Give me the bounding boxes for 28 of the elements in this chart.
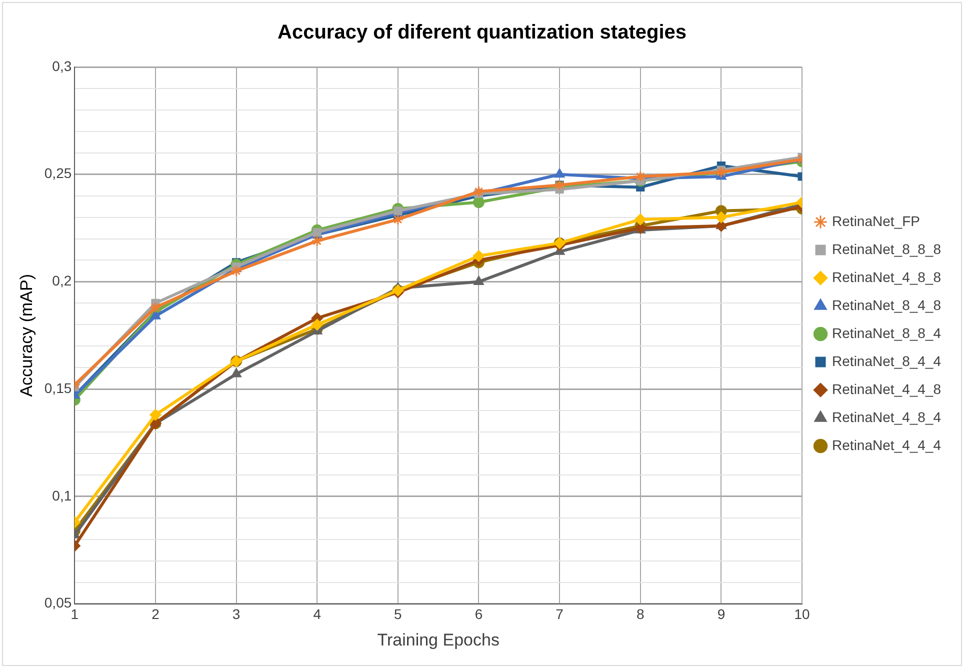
y-tick-label: 0,05 bbox=[44, 594, 72, 611]
x-tick-label: 8 bbox=[636, 606, 644, 622]
legend-label: RetinaNet_FP bbox=[832, 212, 920, 229]
legend-label: RetinaNet_8_8_4 bbox=[832, 324, 942, 341]
x-axis-title: Training Epochs bbox=[377, 630, 500, 650]
y-tick-label: 0,25 bbox=[44, 165, 72, 182]
legend-label: RetinaNet_4_8_4 bbox=[832, 408, 942, 425]
legend-label: RetinaNet_8_4_4 bbox=[832, 352, 942, 369]
x-tick-label: 9 bbox=[717, 606, 726, 622]
x-tick-label: 6 bbox=[474, 606, 483, 622]
x-tick-label: 5 bbox=[394, 606, 402, 622]
x-tick-label: 1 bbox=[70, 606, 79, 622]
x-tick-label: 2 bbox=[152, 606, 160, 622]
legend-label: RetinaNet_8_4_8 bbox=[832, 296, 942, 313]
y-axis-title: Accuracy (mAP) bbox=[16, 274, 36, 397]
legend-label: RetinaNet_4_4_8 bbox=[832, 380, 942, 397]
y-tick-label: 0,3 bbox=[52, 58, 72, 74]
x-tick-label: 3 bbox=[232, 606, 240, 622]
legend-label: RetinaNet_4_8_8 bbox=[832, 268, 942, 285]
legend-label: RetinaNet_4_4_4 bbox=[832, 436, 942, 453]
y-tick-label: 0,15 bbox=[44, 380, 72, 396]
y-tick-label: 0,2 bbox=[52, 272, 72, 289]
y-tick-label: 0,1 bbox=[52, 487, 72, 504]
x-tick-label: 10 bbox=[794, 606, 810, 622]
legend-label: RetinaNet_8_8_8 bbox=[832, 240, 942, 257]
x-tick-label: 7 bbox=[556, 606, 564, 622]
chart-title: Accuracy of diferent quantization stategies bbox=[278, 22, 686, 44]
x-tick-label: 4 bbox=[313, 606, 322, 622]
